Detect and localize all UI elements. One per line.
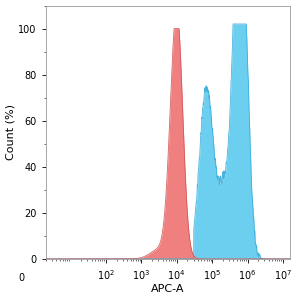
Y-axis label: Count (%): Count (%) <box>6 104 15 160</box>
Text: 0: 0 <box>18 273 24 283</box>
X-axis label: APC-A: APC-A <box>151 284 185 294</box>
